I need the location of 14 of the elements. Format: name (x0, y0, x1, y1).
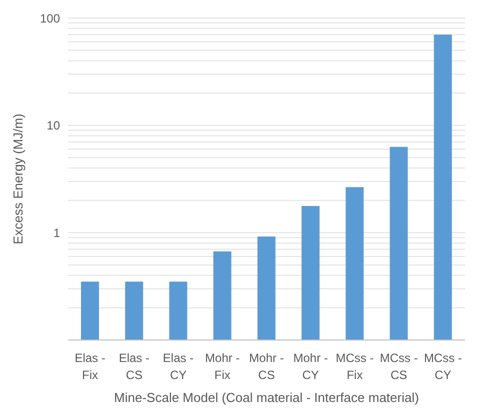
x-tick-label: MCss - Fix (336, 351, 374, 382)
x-tick-label: Mohr - CS (249, 351, 284, 382)
y-tick-label: 10 (46, 118, 60, 133)
y-tick-label: 100 (40, 11, 60, 26)
x-tick-label: Elas - CY (162, 351, 194, 382)
x-tick-label: MCss - CY (424, 351, 462, 382)
x-tick-label: Mohr - CY (293, 351, 328, 382)
x-axis-title: Mine-Scale Model (Coal material - Interface material) (114, 390, 419, 405)
x-tick-label: Elas - CS (118, 351, 150, 382)
x-tick-label: Elas - Fix (74, 351, 106, 382)
y-tick-label: 1 (53, 226, 60, 240)
x-tick-label: Mohr - Fix (205, 351, 240, 382)
y-axis-title: Excess Energy (MJ/m) (10, 114, 26, 244)
x-tick-label: MCss - CS (380, 351, 418, 382)
